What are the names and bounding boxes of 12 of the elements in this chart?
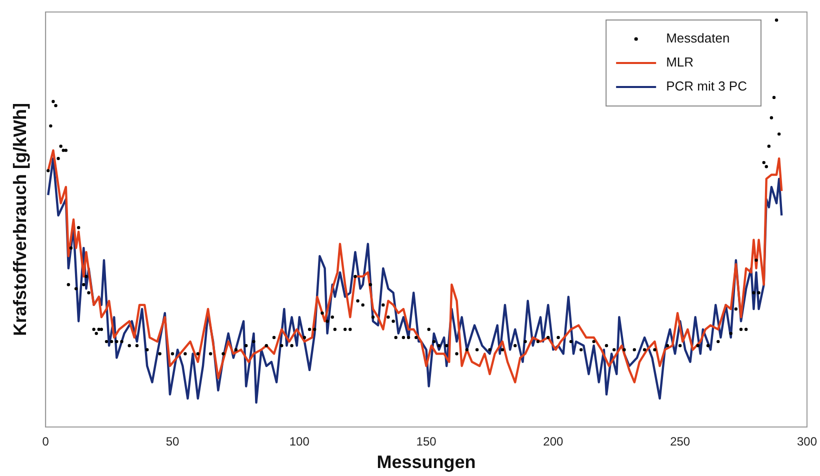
- legend-label: PCR mit 3 PC: [666, 78, 747, 94]
- x-tick-label: 200: [543, 434, 564, 449]
- x-tick-label: 250: [670, 434, 690, 449]
- y-axis-title: Krafstoffverbrauch [g/kWh]: [10, 102, 30, 336]
- x-tick-label: 0: [42, 434, 50, 449]
- legend-label: MLR: [666, 54, 694, 70]
- x-axis-title: Messungen: [376, 452, 476, 472]
- x-tick-label: 150: [416, 434, 437, 449]
- legend-label: Messdaten: [666, 30, 730, 46]
- x-tick-label: 50: [166, 434, 180, 449]
- x-tick-label: 300: [796, 434, 818, 449]
- x-tick-label: 100: [289, 434, 310, 449]
